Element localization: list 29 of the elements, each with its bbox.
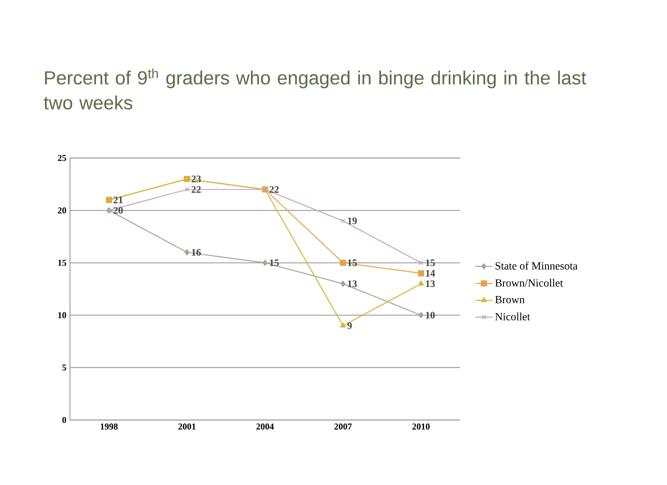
data-label: 13: [348, 280, 357, 288]
x-tick-label: 2001: [178, 424, 196, 430]
data-label: 19: [348, 218, 357, 224]
y-tick-label: 25: [58, 154, 66, 162]
data-label: 9: [347, 322, 352, 330]
legend-label: Brown/Nicollet: [495, 278, 564, 287]
x-tick-label: 1998: [100, 424, 118, 430]
data-label: 21: [114, 196, 123, 204]
data-label: 16: [192, 248, 201, 256]
x-tick-label: 2004: [256, 424, 274, 430]
y-tick-label: 0: [62, 416, 66, 424]
chart-title: Percent of 9$^{th}$ graders who engaged in binge drinking in the last two weeks: [44, 68, 586, 110]
legend-label: Brown: [495, 296, 525, 304]
data-label: 15: [426, 259, 435, 266]
y-tick-label: 10: [58, 312, 66, 318]
data-label: 13: [426, 280, 435, 288]
y-tick-label: 20: [58, 207, 66, 214]
y-tick-label: 5: [62, 364, 66, 371]
x-tick-label: 2007: [334, 424, 352, 430]
data-label: 22: [192, 186, 201, 193]
legend-label: State of Minnesota: [496, 262, 578, 270]
data-label: 15: [270, 259, 279, 266]
y-tick-label: 15: [58, 260, 66, 266]
data-label: 14: [426, 270, 435, 277]
x-tick-label: 2010: [412, 424, 430, 430]
data-label: 20: [114, 207, 123, 214]
legend-label: Nicollet: [495, 312, 530, 320]
data-label: 10: [426, 312, 435, 319]
data-label: 22: [270, 186, 279, 193]
